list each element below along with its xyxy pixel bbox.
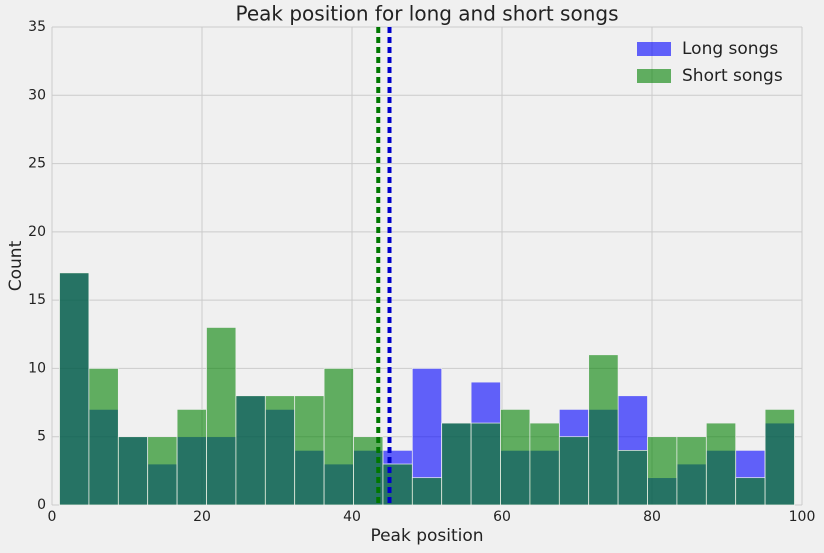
x-tick-label: 80 [643, 509, 661, 525]
histogram-bar [88, 368, 119, 506]
histogram-bar [588, 354, 619, 506]
y-tick-label: 30 [28, 87, 46, 103]
histogram-bar [558, 436, 590, 506]
histogram-bar [206, 327, 237, 506]
histogram-bar [323, 368, 354, 506]
histogram-bar [735, 477, 766, 506]
histogram-bar [264, 395, 296, 506]
y-tick-label: 15 [28, 292, 46, 308]
histogram-bar [705, 422, 737, 506]
x-tick-label: 60 [493, 509, 511, 525]
y-tick-label: 35 [28, 19, 46, 35]
histogram-bar [500, 409, 531, 506]
histogram-bar [470, 422, 501, 506]
histogram-bar [294, 395, 325, 506]
histogram-bar [676, 436, 707, 506]
x-tick-label: 0 [48, 509, 57, 525]
y-tick-label: 5 [37, 429, 46, 445]
histogram-bar [411, 477, 443, 506]
x-tick-label: 40 [343, 509, 361, 525]
chart-title: Peak position for long and short songs [236, 2, 619, 26]
legend-label: Short songs [682, 66, 783, 86]
histogram-bar [235, 395, 266, 506]
x-axis-label: Peak position [370, 526, 483, 546]
y-tick-label: 0 [37, 497, 46, 513]
histogram-bar [176, 409, 207, 506]
legend-label: Long songs [682, 39, 778, 59]
legend-swatch [637, 69, 671, 83]
y-tick-label: 20 [28, 224, 46, 240]
x-tick-label: 100 [789, 509, 816, 525]
histogram-bar [441, 422, 472, 506]
histogram-bar [147, 436, 178, 506]
histogram-bar [529, 422, 560, 506]
x-tick-label: 20 [193, 509, 211, 525]
histogram-bar [617, 450, 648, 506]
histogram-bar [117, 436, 149, 506]
histogram-bar [382, 463, 413, 506]
legend-swatch [637, 42, 671, 56]
y-axis-label: Count [6, 240, 26, 291]
histogram-bar [647, 436, 678, 506]
y-tick-label: 10 [28, 360, 46, 376]
y-tick-label: 25 [28, 156, 46, 172]
histogram-bar [764, 409, 795, 506]
histogram-bar [59, 272, 90, 506]
